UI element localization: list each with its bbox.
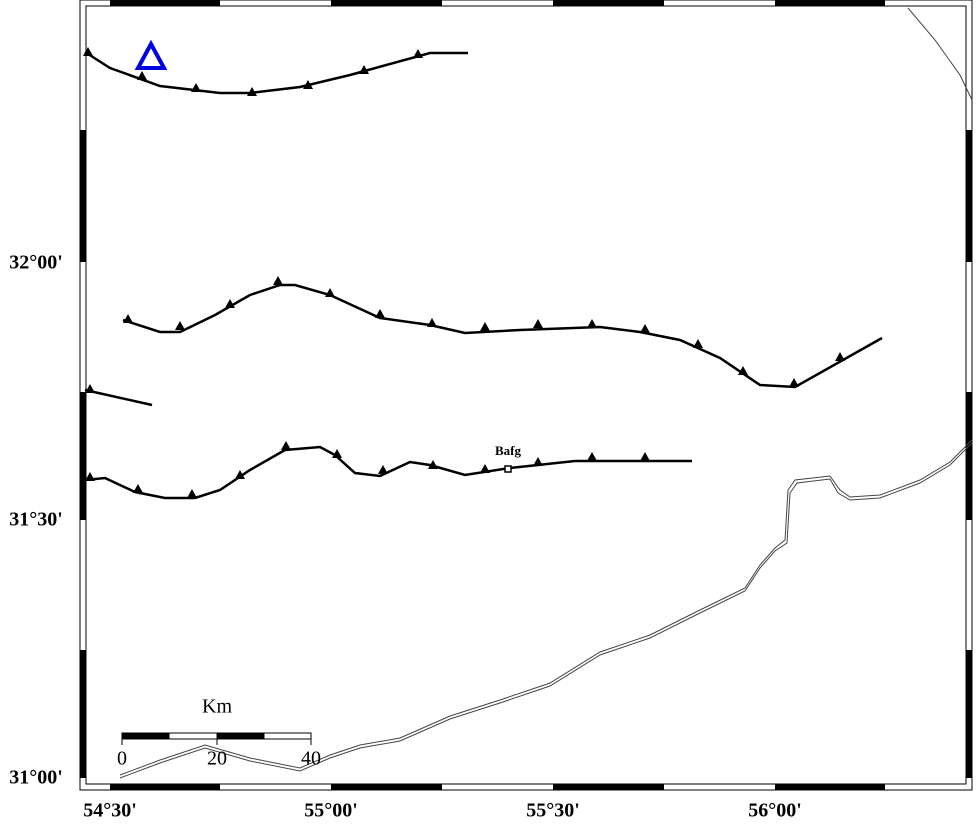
fault-tooth	[133, 484, 143, 493]
scale-segment	[216, 732, 265, 740]
y-tick-label: 32°00'	[9, 252, 63, 274]
fault-tooth	[85, 384, 95, 393]
fault-tooth	[359, 65, 369, 74]
fault-tooth	[413, 49, 423, 58]
border-segment	[331, 0, 442, 6]
coastline	[907, 7, 973, 101]
x-tick-label: 54°30'	[83, 800, 137, 822]
scale-segment	[263, 732, 312, 740]
fault-tooth	[738, 366, 748, 375]
x-tick-label: 55°00'	[304, 800, 358, 822]
scale-bar: Km 0 20 40	[117, 696, 321, 770]
border-segment	[80, 392, 86, 520]
border-segment	[966, 650, 972, 778]
border-segment	[110, 784, 220, 790]
fault-tooth	[428, 460, 438, 469]
fault-tooth	[225, 299, 235, 308]
scale-segment	[121, 732, 170, 740]
fault-tooth	[587, 319, 597, 328]
fault-tooth	[587, 452, 597, 461]
station-marker	[134, 39, 168, 70]
fault-tooth	[303, 80, 313, 89]
fault-tooth	[175, 321, 185, 330]
fault-tooth	[123, 314, 133, 323]
fault-tooth	[191, 83, 201, 92]
scale-title: Km	[202, 696, 232, 718]
fault-tooth	[273, 276, 283, 285]
fault-tooth	[235, 470, 245, 479]
border-segment	[110, 0, 220, 6]
fault-tooth	[480, 464, 490, 473]
fault-tooth	[378, 465, 388, 474]
border-segment	[553, 0, 664, 6]
fault-tooth	[789, 378, 799, 387]
city-label: Bafg	[495, 443, 522, 458]
y-tick-label: 31°30'	[9, 509, 63, 531]
coastline	[119, 439, 973, 776]
fault-tooth	[640, 452, 650, 461]
fault-line	[84, 388, 153, 407]
border-segment	[775, 784, 885, 790]
fault-tooth	[247, 87, 257, 96]
city-marker	[504, 465, 512, 473]
faults	[83, 47, 883, 500]
fault-tooth	[83, 47, 93, 56]
x-tick-label: 56°00'	[748, 800, 802, 822]
border-ticks	[80, 0, 972, 790]
fault-tooth	[693, 339, 703, 348]
fault-line	[84, 445, 692, 500]
scale-label: 0	[117, 748, 127, 770]
fault-tooth	[375, 309, 385, 318]
fault-tooth	[332, 449, 342, 458]
fault-tooth	[480, 322, 490, 331]
fault-tooth	[137, 71, 147, 80]
border-segment	[775, 0, 885, 6]
fault-tooth	[835, 352, 845, 361]
fault-tooth	[281, 441, 291, 450]
x-tick-label: 55°30'	[526, 800, 580, 822]
fault-tooth	[533, 319, 543, 328]
border-segment	[966, 392, 972, 520]
fault-tooth	[533, 457, 543, 466]
scale-segment	[168, 732, 218, 740]
border-segment	[553, 784, 664, 790]
scale-label: 40	[301, 748, 321, 770]
coastline	[119, 442, 973, 779]
y-tick-label: 31°00'	[9, 767, 63, 789]
fault-tooth	[85, 472, 95, 481]
fault-tooth	[640, 324, 650, 333]
fault-tooth	[325, 288, 335, 297]
border-segment	[80, 650, 86, 778]
border-segment	[331, 784, 442, 790]
scale-label: 20	[207, 748, 227, 770]
border-segment	[966, 130, 972, 262]
fault-tooth	[427, 318, 437, 327]
border-segment	[80, 130, 86, 262]
map-frame	[79, 0, 973, 791]
fault-tooth	[187, 489, 197, 498]
